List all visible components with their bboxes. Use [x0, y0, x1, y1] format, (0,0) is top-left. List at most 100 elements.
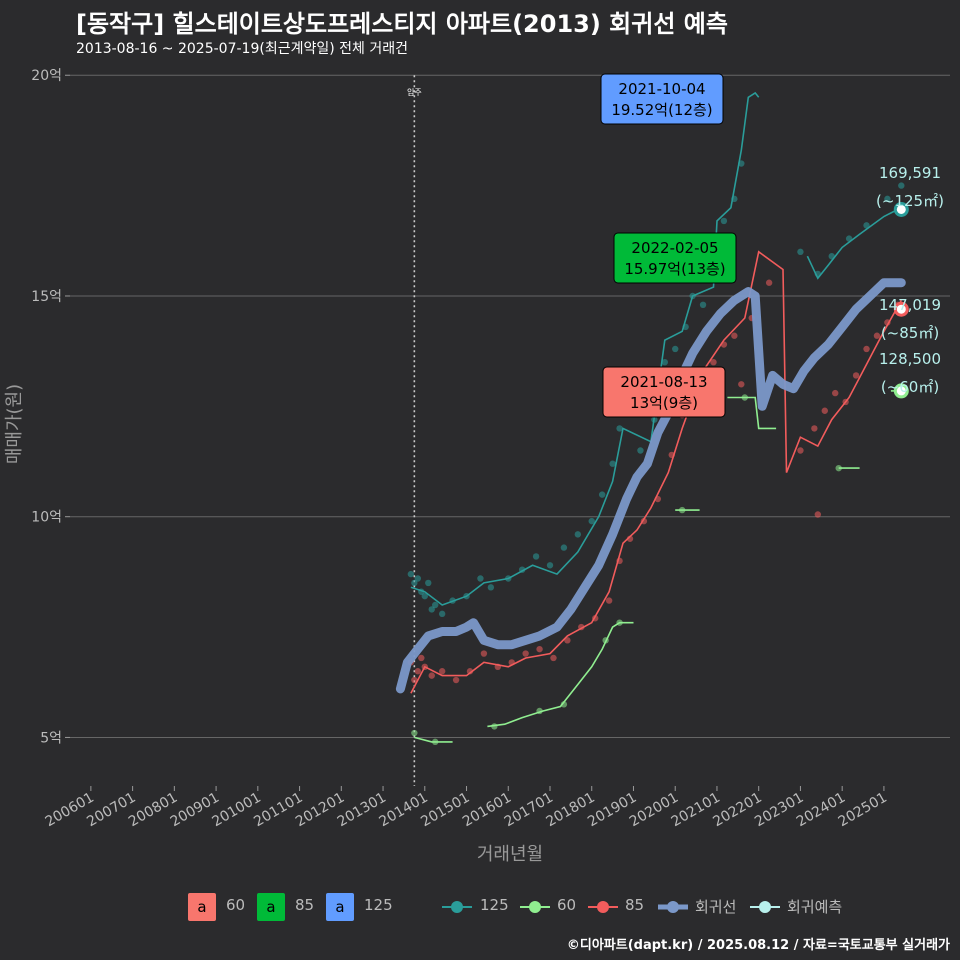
legend-key-dot [667, 901, 679, 913]
point-125 [560, 544, 568, 551]
annotation-date: 2021-10-04 [618, 80, 705, 98]
point-125 [574, 531, 582, 538]
forecast-marker-125 [893, 201, 909, 217]
legend-key-dot [529, 901, 541, 913]
forecast-price-85: 147,019 [879, 296, 941, 314]
series-125-line [410, 91, 760, 606]
point-125 [863, 222, 870, 229]
legend-label-regression: 회귀선 [695, 898, 737, 916]
series-60-line [727, 396, 777, 430]
point-85 [863, 345, 870, 353]
annotation-date: 2021-08-13 [620, 373, 707, 391]
annotation-date: 2022-02-05 [631, 239, 718, 257]
point-125 [487, 584, 495, 591]
legend-label-line-85: 85 [625, 896, 645, 914]
point-85 [710, 358, 717, 366]
point-125 [609, 460, 616, 467]
point-85 [564, 637, 571, 644]
series-60-line [414, 736, 453, 743]
legend-key-125 [442, 901, 472, 913]
legend-label-box-60: 60 [226, 896, 246, 914]
forecast-price-125: 169,591 [879, 164, 941, 182]
legend-key-85 [588, 901, 618, 913]
y-tick-label: 10억 [31, 510, 62, 526]
point-125 [661, 358, 668, 366]
point-125 [425, 579, 432, 587]
forecast-area-125: (~125㎡) [876, 192, 944, 210]
point-125 [428, 606, 435, 613]
point-85 [536, 645, 543, 653]
point-85 [797, 447, 804, 454]
legend-key-forecast [750, 901, 780, 913]
point-125 [477, 575, 484, 582]
point-85 [438, 668, 446, 675]
point-125 [672, 345, 679, 353]
point-85 [480, 650, 488, 657]
point-85 [738, 381, 745, 388]
page-subtitle: 2013-08-16 ~ 2025-07-19(최근계약일) 전체 거래건 [76, 41, 408, 57]
point-125 [421, 592, 428, 600]
legend-label-box-85: 85 [295, 896, 315, 914]
point-85 [765, 279, 773, 286]
point-60 [411, 729, 418, 737]
point-60 [560, 701, 568, 708]
x-tick-label: 202501 [836, 790, 890, 831]
move-in-label: 입주 [407, 88, 422, 97]
point-85 [466, 668, 474, 675]
legend-box-85: a [257, 893, 285, 921]
point-125 [637, 447, 644, 454]
point-125 [898, 182, 905, 189]
chart-legend: a 60 a 85 a 125 125 60 85 회귀선 회귀예측 [0, 890, 960, 924]
y-tick-label: 5억 [40, 730, 62, 746]
annotation-box [600, 73, 724, 125]
series-125-line [806, 206, 902, 280]
y-tick-label: 20억 [31, 68, 62, 84]
point-85 [452, 676, 460, 684]
regression-line [395, 278, 906, 694]
point-85 [522, 650, 529, 657]
forecast-marker-85 [893, 301, 909, 317]
point-85 [550, 654, 557, 662]
annotation-value: 15.97억(13층) [624, 260, 725, 278]
legend-key-regression [658, 901, 688, 913]
point-85 [814, 511, 822, 518]
point-85 [821, 407, 828, 414]
point-125 [414, 575, 422, 582]
point-125 [411, 579, 418, 587]
y-axis-title: 매매가(원) [4, 384, 25, 464]
point-85 [414, 668, 422, 675]
point-125 [407, 570, 415, 578]
point-85 [411, 676, 418, 684]
forecast-area-85: (~85㎡) [881, 324, 939, 342]
forecast-marker-60 [893, 383, 909, 399]
legend-label-line-60: 60 [557, 896, 577, 914]
point-125 [598, 491, 606, 498]
point-125 [432, 601, 439, 609]
annotation-box [602, 366, 726, 418]
legend-key-60 [520, 901, 550, 913]
point-125 [616, 425, 623, 432]
annotation-box [613, 232, 737, 284]
series-85-line [410, 250, 902, 694]
point-125 [438, 610, 446, 618]
point-85 [731, 332, 738, 339]
page-title: [동작구] 힐스테이트상도프레스티지 아파트(2013) 회귀선 예측 [76, 10, 728, 38]
y-tick-label: 15억 [31, 289, 62, 305]
forecast-area-60: (~60㎡) [881, 378, 939, 396]
point-85 [605, 597, 613, 604]
legend-key-dot [451, 901, 463, 913]
legend-label-line-125: 125 [480, 896, 509, 914]
legend-label-box-125: 125 [364, 896, 393, 914]
point-125 [720, 217, 728, 225]
source-caption: ©디아파트(dapt.kr) / 2025.08.12 / 자료=국토교통부 실… [566, 938, 950, 953]
point-125 [699, 301, 707, 309]
point-85 [832, 389, 839, 397]
point-85 [873, 332, 881, 339]
point-85 [852, 372, 860, 379]
point-85 [811, 425, 818, 432]
point-85 [428, 672, 435, 679]
x-axis-title: 거래년월 [477, 844, 543, 865]
point-85 [418, 654, 425, 662]
legend-key-dot [759, 901, 771, 913]
